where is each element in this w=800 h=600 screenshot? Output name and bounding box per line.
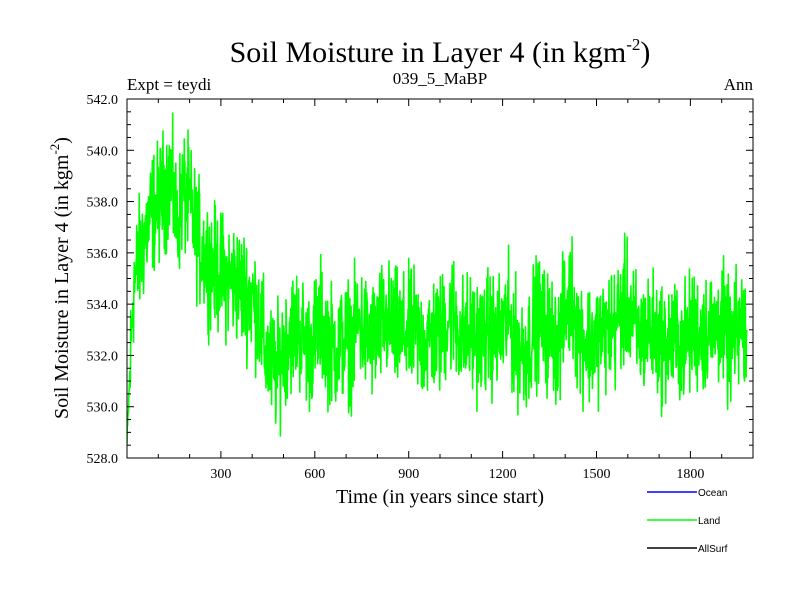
x-axis-label: Time (in years since start) xyxy=(336,486,544,508)
x-tick-label: 900 xyxy=(398,467,419,482)
x-tick-label: 600 xyxy=(304,467,325,482)
x-tick-label: 1200 xyxy=(489,467,517,482)
y-axis-label-superscript: -2 xyxy=(47,144,62,155)
series-line-land xyxy=(127,112,748,444)
y-tick-label: 536.0 xyxy=(87,247,119,262)
x-tick-label: 1800 xyxy=(676,467,704,482)
legend-label-allsurf: AllSurf xyxy=(698,544,728,555)
legend-label-ocean: Ocean xyxy=(698,488,727,499)
chart-title-close: ) xyxy=(640,36,650,69)
y-tick-label: 528.0 xyxy=(87,452,119,467)
y-tick-label: 540.0 xyxy=(87,144,119,159)
chart-title: Soil Moisture in Layer 4 (in kgm-2) xyxy=(230,35,651,69)
y-tick-label: 538.0 xyxy=(87,196,119,211)
y-tick-label: 542.0 xyxy=(87,93,119,108)
x-axis-ticks: 300 600 900 1200 1500 1800 xyxy=(157,99,723,482)
chart-title-text: Soil Moisture in Layer 4 (in kgm xyxy=(230,36,627,69)
y-tick-label: 530.0 xyxy=(87,401,119,416)
series-layer xyxy=(127,112,748,444)
chart-title-superscript: -2 xyxy=(626,35,640,54)
y-axis-ticks: 528.0 530.0 532.0 534.0 536.0 538.0 540.0 542.0 xyxy=(87,93,753,467)
x-tick-label: 300 xyxy=(210,467,231,482)
y-axis-label-close: ) xyxy=(51,137,73,144)
subtitle-left: Expt = teydi xyxy=(127,75,211,94)
legend-label-land: Land xyxy=(698,516,720,527)
y-axis-label-text: Soil Moisture in Layer 4 (in kgm xyxy=(51,154,73,419)
legend: Ocean Land AllSurf xyxy=(647,488,728,555)
y-axis-label: Soil Moisture in Layer 4 (in kgm-2) xyxy=(47,137,73,419)
plot-area xyxy=(127,112,748,444)
y-tick-label: 532.0 xyxy=(87,349,119,364)
subtitle-center: 039_5_MaBP xyxy=(393,69,487,88)
subtitle-right: Ann xyxy=(724,75,754,94)
x-tick-label: 1500 xyxy=(583,467,611,482)
y-tick-label: 534.0 xyxy=(87,298,119,313)
